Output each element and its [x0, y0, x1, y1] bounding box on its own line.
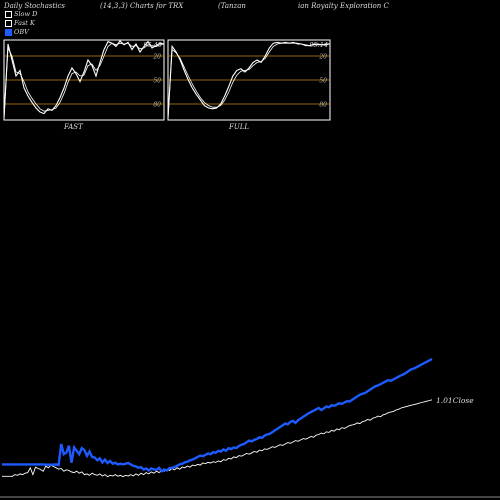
header-company: (Tanzan [218, 2, 246, 10]
header-params: (14,3,3) Charts for TRX [100, 2, 184, 10]
last-value-label: 95.49 [143, 41, 162, 49]
legend-obv: OBV [5, 28, 29, 36]
tick-label-20: 80 [319, 102, 327, 109]
panel-label-full: FULL [228, 123, 249, 131]
stoch-line-d [167, 42, 331, 119]
legend-swatch-fast-k [5, 19, 12, 27]
legend-label-obv: OBV [14, 28, 29, 36]
header-title: Daily Stochastics [4, 2, 66, 10]
close-label: 1.01Close [436, 396, 474, 405]
legend-slow-d: Slow D [5, 10, 37, 18]
tick-label-20: 80 [153, 102, 161, 109]
close-price-line [2, 399, 433, 478]
tick-label-50: 50 [319, 78, 327, 85]
legend-swatch-obv [5, 28, 12, 36]
tick-label-50: 50 [153, 78, 161, 85]
legend-fast-k: Fast K [5, 19, 35, 27]
legend-label-fast-k: Fast K [14, 19, 35, 27]
legend-swatch-slow-d [5, 10, 12, 18]
last-value-label: 95.14 [309, 41, 328, 49]
header-company-rest: ian Royalty Exploration C [298, 2, 389, 10]
obv-line [2, 357, 433, 473]
tick-label-80: 20 [318, 54, 327, 61]
tick-label-80: 20 [152, 54, 161, 61]
legend-label-slow-d: Slow D [14, 10, 38, 18]
panel-label-fast: FAST [63, 123, 84, 131]
stoch-line-d [3, 42, 165, 119]
